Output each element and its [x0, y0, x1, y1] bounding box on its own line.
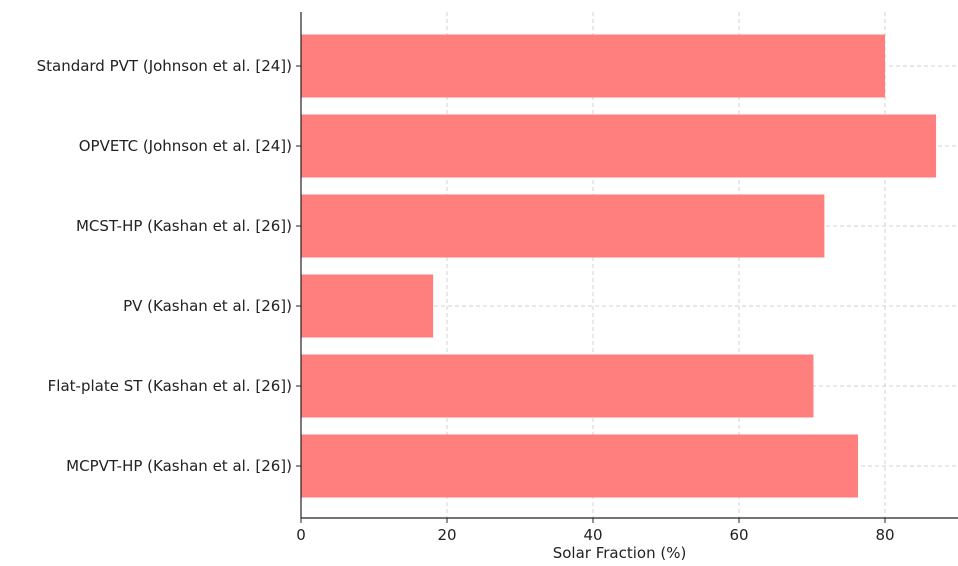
category-label: OPVETC (Johnson et al. [24])	[79, 137, 292, 155]
category-label: Flat-plate ST (Kashan et al. [26])	[48, 377, 292, 395]
label-layer: 0 20 40 60 80 Standard PVT (Johnson et al. [2…	[37, 57, 895, 544]
bar	[301, 274, 434, 338]
bar	[301, 34, 885, 98]
x-tick-label: 40	[583, 526, 602, 544]
category-label: Standard PVT (Johnson et al. [24])	[37, 57, 292, 75]
x-tick-label: 60	[729, 526, 748, 544]
x-tick-label: 0	[296, 526, 306, 544]
x-axis-title: Solar Fraction (%)	[553, 544, 687, 562]
bar	[301, 434, 858, 498]
category-label: MCPVT-HP (Kashan et al. [26])	[66, 457, 292, 475]
bar	[301, 194, 825, 258]
axis-layer	[296, 12, 958, 523]
x-tick-label: 80	[875, 526, 894, 544]
category-label: PV (Kashan et al. [26])	[123, 297, 292, 315]
bar	[301, 114, 937, 178]
x-tick-label: 20	[437, 526, 456, 544]
bar-layer	[301, 34, 937, 498]
category-label: MCST-HP (Kashan et al. [26])	[76, 217, 292, 235]
bar	[301, 354, 814, 418]
